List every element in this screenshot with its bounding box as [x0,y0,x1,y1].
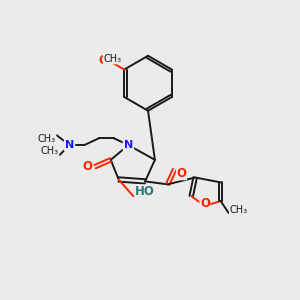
Text: O: O [82,160,92,173]
Text: CH₃: CH₃ [103,54,122,64]
Text: CH₃: CH₃ [40,146,59,156]
Text: CH₃: CH₃ [38,134,56,144]
Text: O: O [98,54,109,67]
Text: HO: HO [135,185,155,198]
Text: N: N [65,140,74,150]
Text: O: O [200,197,210,210]
Text: N: N [124,140,133,150]
Text: CH₃: CH₃ [230,205,247,215]
Text: O: O [176,167,187,180]
